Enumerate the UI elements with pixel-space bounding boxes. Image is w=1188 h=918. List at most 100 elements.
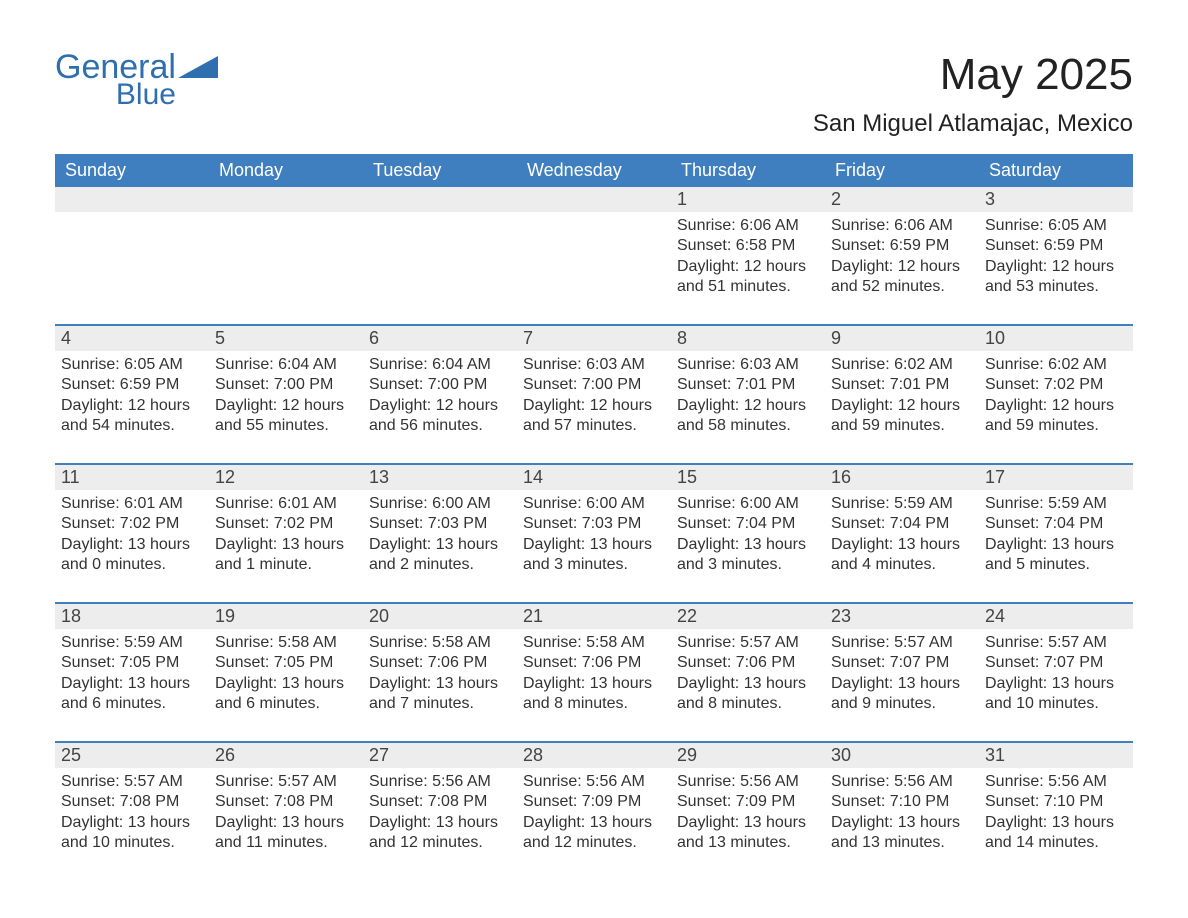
day-details: Sunrise: 6:00 AMSunset: 7:04 PMDaylight:… bbox=[677, 494, 819, 576]
calendar-day: 31 Sunrise: 5:56 AMSunset: 7:10 PMDayligh… bbox=[979, 743, 1133, 881]
calendar-day: 27 Sunrise: 5:56 AMSunset: 7:08 PMDayligh… bbox=[363, 743, 517, 881]
daylight-line: Daylight: 13 hours and 5 minutes. bbox=[985, 535, 1127, 576]
daylight-line: Daylight: 13 hours and 11 minutes. bbox=[215, 813, 357, 854]
page: General Blue May 2025 San Miguel Atlamaj… bbox=[0, 0, 1188, 918]
daylight-line: Daylight: 12 hours and 59 minutes. bbox=[831, 396, 973, 437]
day-number: 21 bbox=[517, 604, 671, 629]
sunrise-line: Sunrise: 6:02 AM bbox=[831, 355, 973, 375]
calendar-day: 28Sunrise: 5:56 AMSunset: 7:09 PMDayligh… bbox=[517, 743, 671, 881]
sunrise-line: Sunrise: 5:59 AM bbox=[831, 494, 973, 514]
day-header: Thursday bbox=[671, 154, 825, 187]
calendar-week: 25Sunrise: 5:57 AMSunset: 7:08 PMDayligh… bbox=[55, 743, 1133, 881]
sunset-line: Sunset: 7:06 PM bbox=[369, 653, 511, 673]
sunrise-line: Sunrise: 6:00 AM bbox=[677, 494, 819, 514]
sunset-line: Sunset: 7:03 PM bbox=[523, 514, 665, 534]
sunset-line: Sunset: 6:59 PM bbox=[985, 236, 1127, 256]
calendar-day: 26Sunrise: 5:57 AMSunset: 7:08 PMDayligh… bbox=[209, 743, 363, 881]
sunrise-line: Sunrise: 5:58 AM bbox=[369, 633, 511, 653]
day-details: Sunrise: 6:05 AMSunset: 6:59 PMDaylight:… bbox=[61, 355, 203, 437]
sunrise-line: Sunrise: 6:03 AM bbox=[523, 355, 665, 375]
daylight-line: Daylight: 13 hours and 14 minutes. bbox=[985, 813, 1127, 854]
daylight-line: Daylight: 13 hours and 0 minutes. bbox=[61, 535, 203, 576]
day-number: 14 bbox=[517, 465, 671, 490]
daylight-line: Daylight: 13 hours and 12 minutes. bbox=[369, 813, 511, 854]
calendar-day: 22Sunrise: 5:57 AMSunset: 7:06 PMDayligh… bbox=[671, 604, 825, 742]
day-details: Sunrise: 5:56 AMSunset: 7:10 PMDaylight:… bbox=[985, 772, 1127, 854]
calendar-day: 1Sunrise: 6:06 AMSunset: 6:58 PMDaylight… bbox=[671, 187, 825, 325]
calendar-day bbox=[55, 187, 209, 325]
day-number bbox=[363, 187, 517, 212]
sunset-line: Sunset: 7:01 PM bbox=[677, 375, 819, 395]
day-details: Sunrise: 6:02 AMSunset: 7:01 PMDaylight:… bbox=[831, 355, 973, 437]
day-details: Sunrise: 5:56 AMSunset: 7:09 PMDaylight:… bbox=[677, 772, 819, 854]
daylight-line: Daylight: 13 hours and 2 minutes. bbox=[369, 535, 511, 576]
daylight-line: Daylight: 12 hours and 54 minutes. bbox=[61, 396, 203, 437]
day-details: Sunrise: 5:56 AMSunset: 7:08 PMDaylight:… bbox=[369, 772, 511, 854]
sunset-line: Sunset: 7:00 PM bbox=[523, 375, 665, 395]
sunset-line: Sunset: 7:10 PM bbox=[831, 792, 973, 812]
day-details: Sunrise: 6:03 AMSunset: 7:01 PMDaylight:… bbox=[677, 355, 819, 437]
day-number: 15 bbox=[671, 465, 825, 490]
sunrise-line: Sunrise: 5:56 AM bbox=[985, 772, 1127, 792]
day-details: Sunrise: 5:58 AMSunset: 7:06 PMDaylight:… bbox=[369, 633, 511, 715]
day-details: Sunrise: 6:02 AMSunset: 7:02 PMDaylight:… bbox=[985, 355, 1127, 437]
daylight-line: Daylight: 13 hours and 6 minutes. bbox=[61, 674, 203, 715]
day-details: Sunrise: 5:58 AMSunset: 7:05 PMDaylight:… bbox=[215, 633, 357, 715]
location-label: San Miguel Atlamajac, Mexico bbox=[813, 110, 1133, 138]
day-number: 29 bbox=[671, 743, 825, 768]
sunrise-line: Sunrise: 5:59 AM bbox=[61, 633, 203, 653]
daylight-line: Daylight: 13 hours and 10 minutes. bbox=[985, 674, 1127, 715]
calendar-day: 8Sunrise: 6:03 AMSunset: 7:01 PMDaylight… bbox=[671, 326, 825, 464]
sunrise-line: Sunrise: 5:57 AM bbox=[61, 772, 203, 792]
day-number: 9 bbox=[825, 326, 979, 351]
sunrise-line: Sunrise: 5:57 AM bbox=[831, 633, 973, 653]
daylight-line: Daylight: 13 hours and 3 minutes. bbox=[677, 535, 819, 576]
daylight-line: Daylight: 12 hours and 52 minutes. bbox=[831, 257, 973, 298]
sunset-line: Sunset: 7:05 PM bbox=[215, 653, 357, 673]
day-details: Sunrise: 6:06 AMSunset: 6:59 PMDaylight:… bbox=[831, 216, 973, 298]
day-number: 16 bbox=[825, 465, 979, 490]
sunset-line: Sunset: 6:59 PM bbox=[61, 375, 203, 395]
day-header: Friday bbox=[825, 154, 979, 187]
calendar-head: SundayMondayTuesdayWednesdayThursdayFrid… bbox=[55, 154, 1133, 187]
calendar-day: 7Sunrise: 6:03 AMSunset: 7:00 PMDaylight… bbox=[517, 326, 671, 464]
calendar-day: 11Sunrise: 6:01 AMSunset: 7:02 PMDayligh… bbox=[55, 465, 209, 603]
daylight-line: Daylight: 12 hours and 59 minutes. bbox=[985, 396, 1127, 437]
sunset-line: Sunset: 7:02 PM bbox=[215, 514, 357, 534]
sunrise-line: Sunrise: 6:04 AM bbox=[369, 355, 511, 375]
calendar-day: 2Sunrise: 6:06 AMSunset: 6:59 PMDaylight… bbox=[825, 187, 979, 325]
day-number: 26 bbox=[209, 743, 363, 768]
day-number: 27 bbox=[363, 743, 517, 768]
sunrise-line: Sunrise: 5:56 AM bbox=[677, 772, 819, 792]
calendar-week: 18Sunrise: 5:59 AMSunset: 7:05 PMDayligh… bbox=[55, 604, 1133, 742]
day-details: Sunrise: 5:58 AMSunset: 7:06 PMDaylight:… bbox=[523, 633, 665, 715]
sunrise-line: Sunrise: 5:56 AM bbox=[523, 772, 665, 792]
calendar-day: 5Sunrise: 6:04 AMSunset: 7:00 PMDaylight… bbox=[209, 326, 363, 464]
calendar-day: 14Sunrise: 6:00 AMSunset: 7:03 PMDayligh… bbox=[517, 465, 671, 603]
calendar-week: 4Sunrise: 6:05 AMSunset: 6:59 PMDaylight… bbox=[55, 326, 1133, 464]
sunrise-line: Sunrise: 5:56 AM bbox=[831, 772, 973, 792]
daylight-line: Daylight: 13 hours and 8 minutes. bbox=[677, 674, 819, 715]
day-number: 30 bbox=[825, 743, 979, 768]
day-details: Sunrise: 6:04 AMSunset: 7:00 PMDaylight:… bbox=[369, 355, 511, 437]
calendar-day bbox=[517, 187, 671, 325]
day-number: 25 bbox=[55, 743, 209, 768]
calendar-day: 6Sunrise: 6:04 AMSunset: 7:00 PMDaylight… bbox=[363, 326, 517, 464]
day-number: 1 bbox=[671, 187, 825, 212]
daylight-line: Daylight: 12 hours and 53 minutes. bbox=[985, 257, 1127, 298]
sunset-line: Sunset: 7:06 PM bbox=[523, 653, 665, 673]
calendar-day: 3Sunrise: 6:05 AMSunset: 6:59 PMDaylight… bbox=[979, 187, 1133, 325]
day-number: 31 bbox=[979, 743, 1133, 768]
sunrise-line: Sunrise: 6:05 AM bbox=[985, 216, 1127, 236]
day-number bbox=[55, 187, 209, 212]
sunrise-line: Sunrise: 5:58 AM bbox=[215, 633, 357, 653]
day-details: Sunrise: 6:01 AMSunset: 7:02 PMDaylight:… bbox=[61, 494, 203, 576]
daylight-line: Daylight: 12 hours and 51 minutes. bbox=[677, 257, 819, 298]
sunset-line: Sunset: 7:07 PM bbox=[985, 653, 1127, 673]
daylight-line: Daylight: 13 hours and 13 minutes. bbox=[831, 813, 973, 854]
calendar-day bbox=[363, 187, 517, 325]
daylight-line: Daylight: 13 hours and 8 minutes. bbox=[523, 674, 665, 715]
sunset-line: Sunset: 7:00 PM bbox=[369, 375, 511, 395]
sunrise-line: Sunrise: 5:57 AM bbox=[677, 633, 819, 653]
day-header: Wednesday bbox=[517, 154, 671, 187]
